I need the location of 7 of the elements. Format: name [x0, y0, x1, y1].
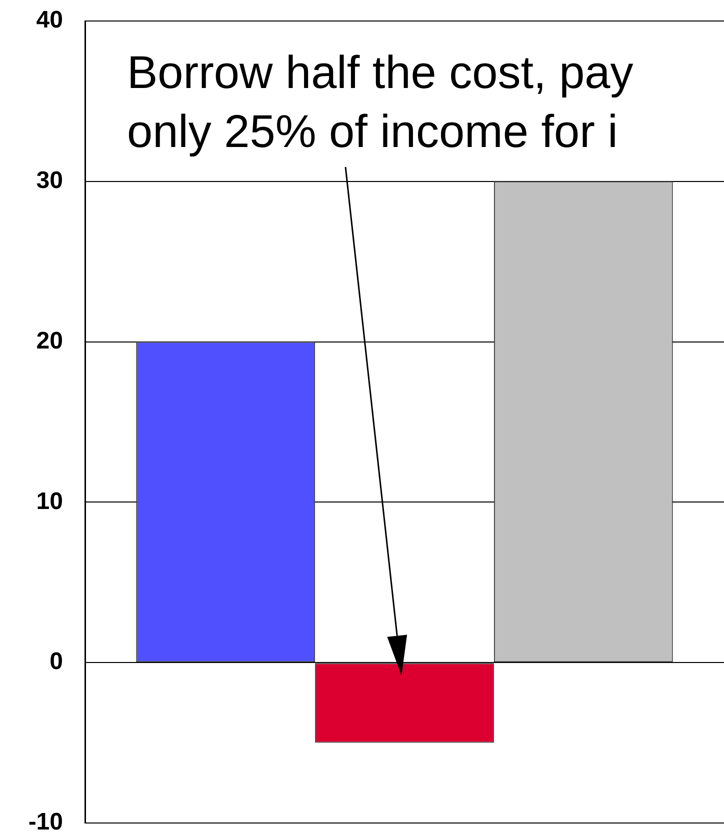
y-tick-label: 20	[36, 327, 63, 354]
annotation: Borrow half the cost, pay only 25% of income for i	[127, 45, 634, 159]
y-tick-label: 30	[36, 167, 63, 194]
y-tick-label: 10	[36, 488, 63, 515]
y-tick-label: -10	[28, 808, 63, 836]
y-tick-label: 0	[50, 648, 63, 676]
y-tick-label: 40	[36, 6, 63, 34]
